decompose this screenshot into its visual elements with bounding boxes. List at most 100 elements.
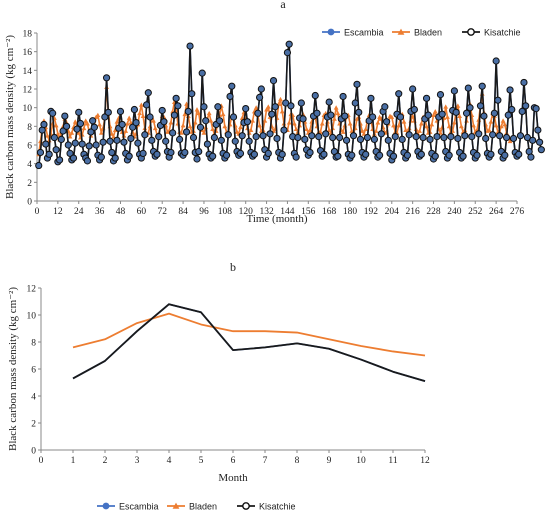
data-point [224,131,232,139]
x-tick-label: 1 [71,456,76,466]
data-point [167,148,175,157]
data-point [101,113,109,121]
data-point [66,149,74,157]
data-point [361,131,367,136]
data-point [49,109,57,117]
data-point [422,94,431,102]
data-point [69,130,75,135]
data-point [504,111,512,119]
y-tick-label: 6 [27,142,32,152]
data-point [336,133,344,142]
legend-item-bladen: Bladen [392,27,442,37]
data-point [326,127,332,132]
data-point [391,123,396,128]
data-point [200,103,208,111]
data-point [520,78,528,87]
series-bladen [72,312,426,357]
series-line [72,303,426,383]
data-point [64,141,72,149]
legend-label: Bladen [189,501,217,511]
data-point [283,49,292,57]
data-point [409,85,417,93]
data-point [356,135,365,143]
x-axis-title: Time (month) [246,213,307,225]
data-point [172,94,180,102]
data-point [271,103,279,111]
data-point [431,152,439,160]
data-point [53,123,59,128]
x-tick-label: 108 [218,207,233,217]
data-point [445,151,453,159]
data-point [220,111,226,117]
data-point [432,109,438,114]
data-point [486,127,492,132]
x-tick-label: 48 [116,207,126,217]
data-point [473,151,481,159]
data-point [311,91,319,100]
x-axis-title: Month [218,472,248,484]
data-point [348,151,356,159]
data-point [478,82,486,90]
data-point [242,105,250,113]
data-point [67,134,73,139]
legend: Escambia Bladen Kisatchie [322,27,521,37]
data-point [333,105,339,110]
data-point [61,112,69,120]
data-point [376,151,384,159]
legend-label: Escambia [344,27,384,37]
data-point [389,114,395,119]
data-point [308,132,316,140]
data-point [286,120,292,125]
data-point [489,131,497,139]
data-point [349,132,358,140]
data-point [516,132,525,140]
x-tick-label: 3 [135,456,140,466]
data-point [306,148,314,157]
x-tick-label: 0 [35,207,40,217]
data-point [429,122,435,127]
data-point [76,119,85,128]
data-point [222,151,231,159]
x-tick-label: 84 [178,207,188,217]
x-tick-label: 216 [406,207,421,217]
data-point [193,155,201,163]
data-point [487,150,495,158]
data-point [534,126,542,134]
y-tick-label: 12 [27,285,37,295]
chart-title: b [230,260,236,274]
data-point [339,92,347,101]
data-point [132,119,140,127]
data-point [265,104,271,109]
x-tick-label: 204 [385,207,400,217]
data-point [120,138,128,146]
y-axis-title: Black carbon mass density (kg cm⁻²) [7,287,19,451]
x-tick-label: 2 [103,456,108,466]
legend-item-kisatchie: Kisatchie [462,27,521,37]
data-point [228,82,236,90]
data-point [480,112,488,120]
data-point [445,114,450,119]
data-point [466,104,474,112]
data-point [502,122,508,127]
data-point [153,150,161,158]
data-point [320,150,328,158]
data-point [189,133,198,142]
data-point [238,132,246,140]
data-point [245,137,253,145]
data-point [168,120,174,125]
data-point [457,113,463,118]
y-tick-label: 8 [27,123,32,133]
legend-marker [467,28,475,36]
data-point [279,109,285,114]
y-tick-label: 12 [23,86,33,96]
data-point [436,91,445,99]
data-point [97,122,103,127]
data-point [99,138,107,146]
data-point [256,93,264,102]
x-tick-label: 10 [356,456,366,466]
data-point [239,115,245,120]
x-tick-label: 132 [259,207,274,217]
data-point [118,120,126,129]
data-point [162,137,170,145]
